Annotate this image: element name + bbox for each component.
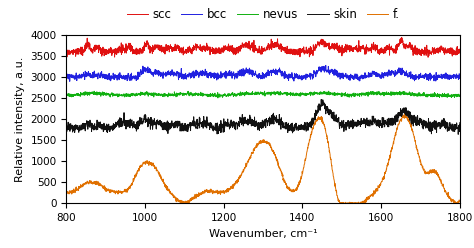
scc bbox=[83, 43, 89, 46]
f. bbox=[446, 195, 451, 198]
skin bbox=[446, 126, 451, 129]
nevus bbox=[255, 91, 261, 94]
f. bbox=[245, 160, 250, 163]
skin bbox=[83, 122, 89, 125]
skin bbox=[457, 121, 463, 124]
Line: f.: f. bbox=[66, 114, 460, 205]
bcc bbox=[323, 64, 328, 67]
skin bbox=[456, 133, 461, 136]
Legend: scc, bcc, nevus, skin, f.: scc, bcc, nevus, skin, f. bbox=[122, 3, 404, 26]
scc bbox=[457, 48, 463, 51]
Line: scc: scc bbox=[66, 38, 460, 57]
scc bbox=[374, 47, 379, 50]
bcc bbox=[457, 76, 463, 79]
scc bbox=[399, 36, 404, 39]
nevus bbox=[215, 96, 221, 99]
nevus bbox=[446, 93, 451, 96]
bcc bbox=[67, 80, 73, 83]
skin bbox=[64, 126, 69, 129]
nevus bbox=[446, 95, 452, 98]
X-axis label: Wavenumber, cm⁻¹: Wavenumber, cm⁻¹ bbox=[209, 229, 318, 239]
f. bbox=[181, 203, 186, 206]
skin bbox=[319, 98, 324, 101]
f. bbox=[374, 189, 379, 192]
nevus bbox=[245, 91, 250, 94]
f. bbox=[255, 144, 261, 147]
skin bbox=[255, 126, 261, 129]
bcc bbox=[84, 74, 90, 77]
nevus bbox=[457, 95, 463, 98]
bcc bbox=[446, 76, 451, 79]
Line: bcc: bcc bbox=[66, 65, 460, 81]
f. bbox=[64, 190, 69, 193]
nevus bbox=[262, 90, 267, 93]
scc bbox=[64, 50, 69, 53]
f. bbox=[446, 195, 452, 198]
scc bbox=[425, 56, 431, 59]
bcc bbox=[245, 72, 250, 75]
Y-axis label: Relative intensity, a.u.: Relative intensity, a.u. bbox=[15, 56, 25, 182]
f. bbox=[457, 200, 463, 203]
f. bbox=[401, 113, 407, 116]
bcc bbox=[255, 73, 261, 76]
scc bbox=[446, 48, 451, 51]
bcc bbox=[446, 75, 452, 78]
scc bbox=[245, 44, 250, 47]
nevus bbox=[374, 91, 379, 94]
nevus bbox=[64, 94, 69, 97]
nevus bbox=[83, 91, 89, 94]
skin bbox=[446, 128, 451, 131]
bcc bbox=[64, 77, 69, 80]
skin bbox=[245, 121, 250, 124]
skin bbox=[374, 120, 379, 123]
scc bbox=[255, 49, 261, 52]
Line: nevus: nevus bbox=[66, 91, 460, 98]
Line: skin: skin bbox=[66, 99, 460, 134]
bcc bbox=[374, 74, 379, 77]
scc bbox=[446, 51, 452, 54]
f. bbox=[83, 181, 89, 184]
